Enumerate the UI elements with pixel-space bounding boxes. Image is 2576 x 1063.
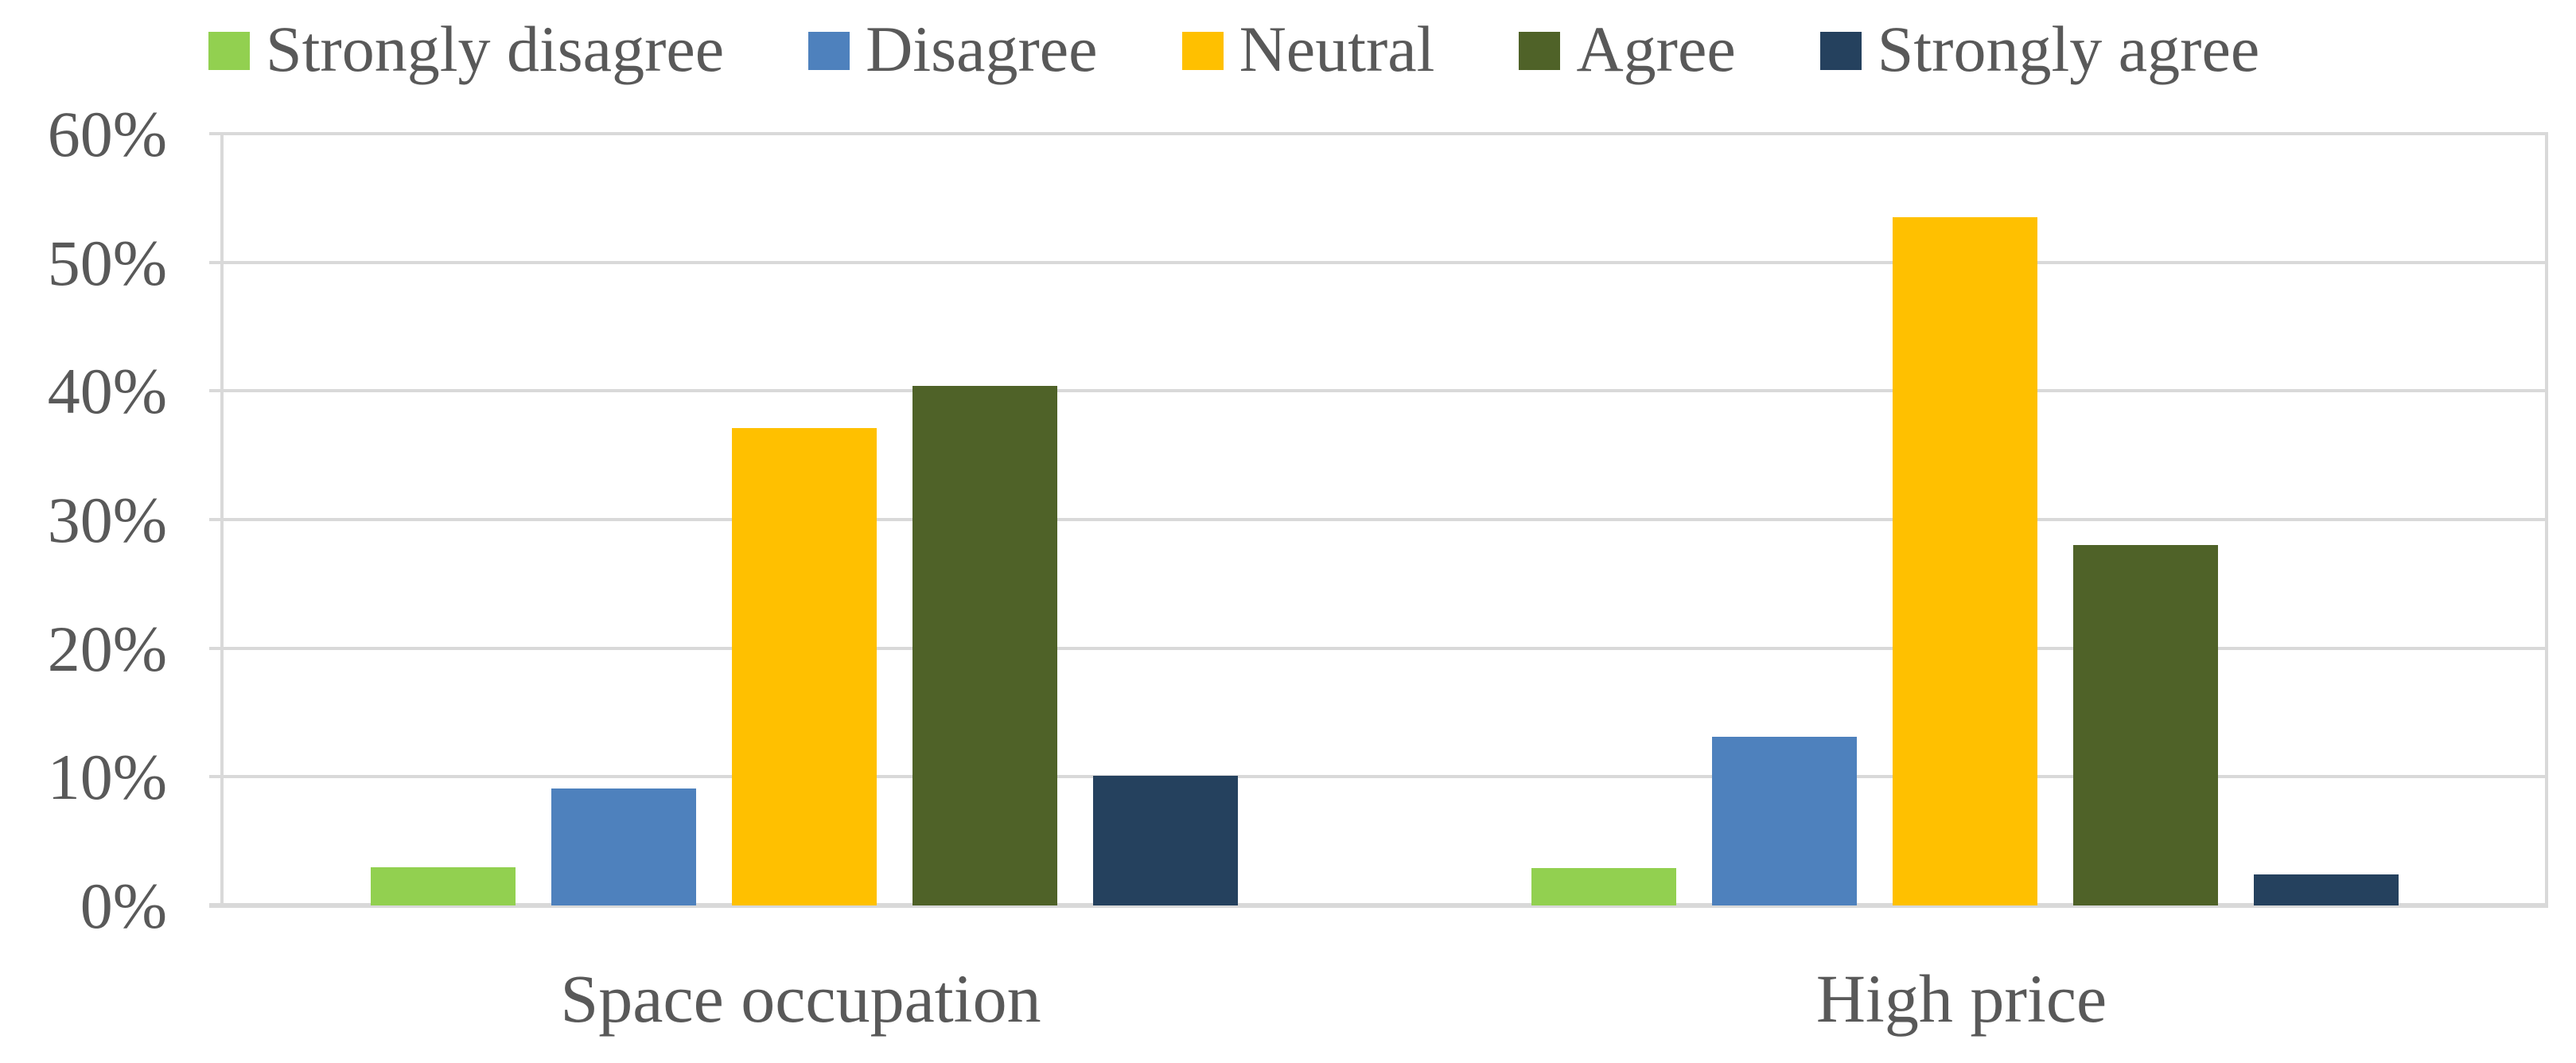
bar bbox=[2253, 874, 2399, 905]
legend-item: Agree bbox=[1519, 13, 1736, 85]
y-tick-label: 10% bbox=[47, 741, 167, 814]
legend-item: Strongly agree bbox=[1819, 13, 2260, 85]
gridline bbox=[220, 132, 2548, 135]
chart-legend: Strongly disagree Disagree Neutral Agree Str… bbox=[208, 11, 2259, 91]
bar bbox=[551, 788, 696, 905]
y-axis-tick bbox=[209, 260, 220, 264]
plot-area bbox=[209, 132, 2548, 908]
y-tick-label: 50% bbox=[47, 226, 167, 299]
gridline bbox=[220, 260, 2548, 264]
legend-swatch-icon bbox=[1181, 32, 1224, 70]
y-axis-tick bbox=[209, 389, 220, 393]
y-axis-tick bbox=[209, 775, 220, 779]
category-label: Space occupation bbox=[560, 960, 1041, 1037]
y-tick-label: 20% bbox=[47, 612, 167, 685]
legend-label: Strongly disagree bbox=[266, 13, 725, 85]
legend-item: Disagree bbox=[808, 13, 1098, 85]
legend-swatch-icon bbox=[1519, 32, 1561, 70]
gridline bbox=[220, 389, 2548, 393]
legend-swatch-icon bbox=[808, 32, 850, 70]
bar bbox=[1711, 737, 1857, 905]
category-label: High price bbox=[1815, 960, 2107, 1037]
bar bbox=[1531, 868, 1676, 905]
legend-item: Neutral bbox=[1181, 13, 1435, 85]
bar-group bbox=[370, 385, 1238, 905]
legend-swatch-icon bbox=[1819, 32, 1862, 70]
y-tick-label: 60% bbox=[47, 98, 167, 170]
legend-label: Strongly agree bbox=[1877, 13, 2260, 85]
bar bbox=[912, 385, 1057, 905]
y-axis-tick bbox=[209, 646, 220, 650]
gridline bbox=[220, 775, 2548, 779]
legend-swatch-icon bbox=[208, 32, 250, 70]
y-axis-tick bbox=[209, 132, 220, 135]
legend-label: Agree bbox=[1576, 13, 1736, 85]
y-axis-tick bbox=[209, 518, 220, 521]
legend-label: Disagree bbox=[866, 13, 1098, 85]
bar bbox=[2072, 545, 2218, 905]
bar-group bbox=[1531, 217, 2399, 905]
bar bbox=[731, 428, 877, 905]
legend-item: Strongly disagree bbox=[208, 13, 725, 85]
x-axis-line bbox=[209, 903, 2548, 908]
legend-label: Neutral bbox=[1239, 13, 1435, 85]
bar bbox=[370, 866, 516, 905]
bar bbox=[1092, 775, 1238, 905]
bar bbox=[1892, 217, 2037, 905]
gridline bbox=[220, 646, 2548, 650]
gridline bbox=[220, 518, 2548, 521]
y-tick-label: 0% bbox=[80, 870, 167, 942]
y-tick-label: 30% bbox=[47, 484, 167, 556]
y-tick-label: 40% bbox=[47, 355, 167, 428]
